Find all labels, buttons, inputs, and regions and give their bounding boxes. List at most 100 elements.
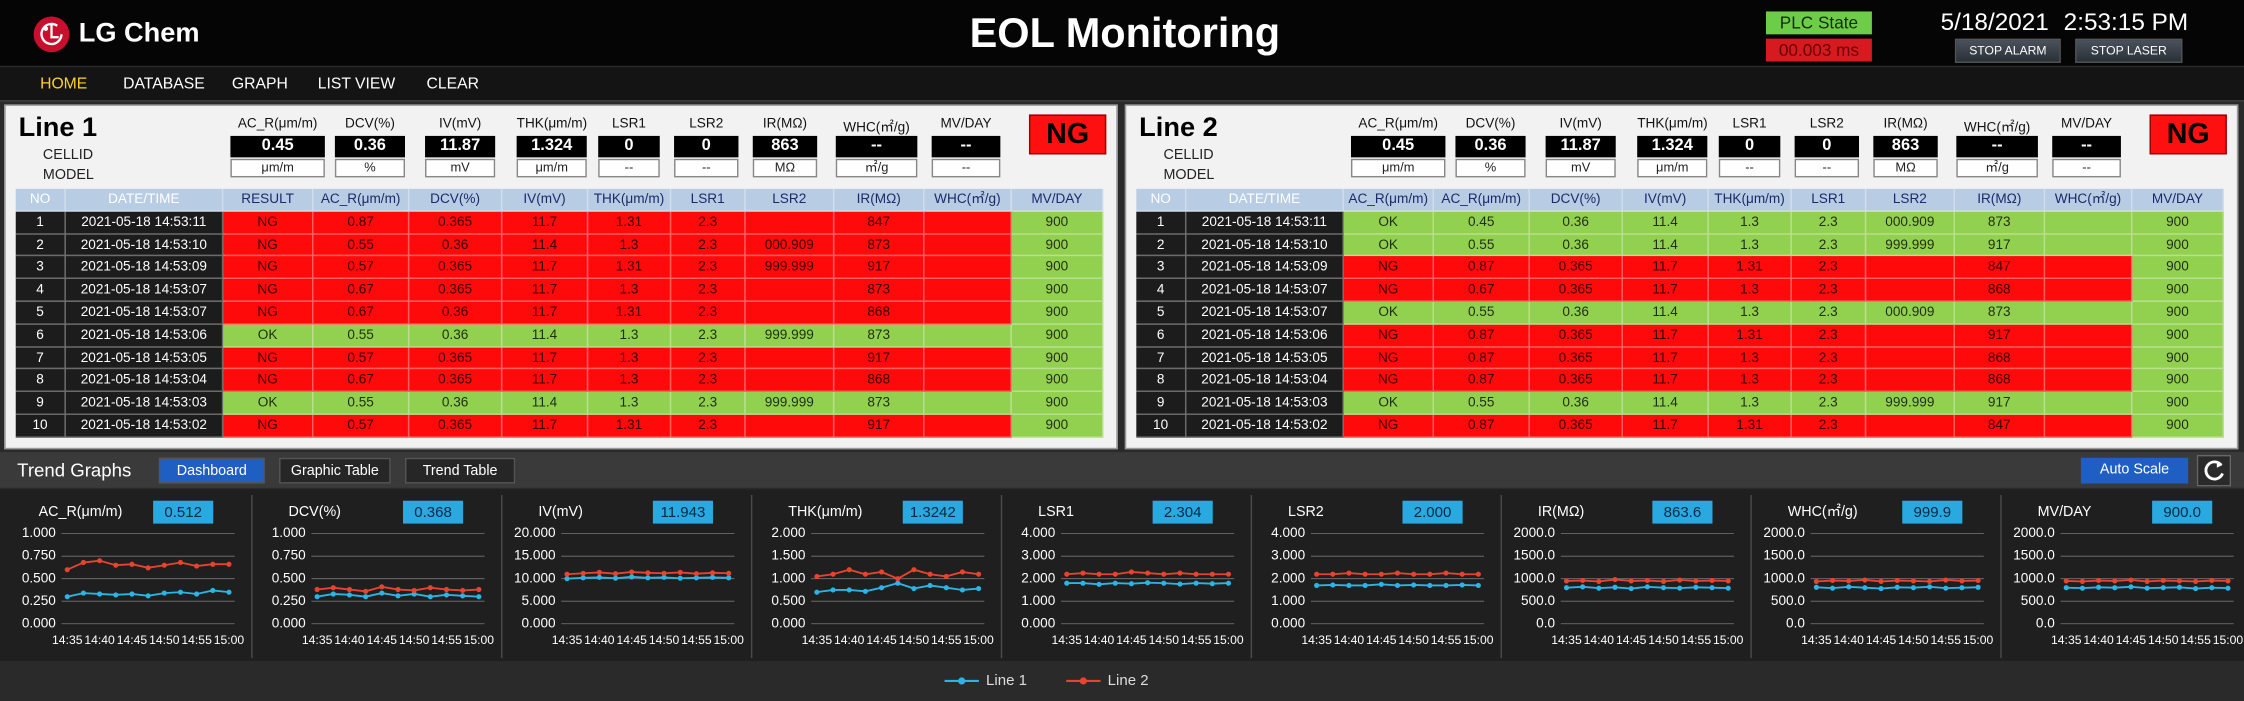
y-tick-label: 4.000 bbox=[1021, 525, 1055, 540]
nav-item[interactable]: CLEAR bbox=[426, 75, 479, 93]
series-point bbox=[726, 575, 732, 581]
series-point bbox=[1612, 577, 1618, 583]
table-cell: 2.3 bbox=[1791, 301, 1867, 325]
x-tick-label: 14:35 bbox=[1551, 633, 1582, 647]
series-point bbox=[1314, 582, 1320, 589]
table-cell: 999.999 bbox=[745, 392, 835, 415]
table-cell: 0.36 bbox=[1529, 211, 1623, 235]
chart-title: WHC(㎡/g) bbox=[1788, 503, 1858, 520]
table-cell: 0.36 bbox=[409, 324, 503, 348]
table-cell: 1.3 bbox=[588, 347, 672, 370]
series-point bbox=[64, 594, 70, 600]
y-tick-label: 1000.0 bbox=[1514, 570, 1556, 585]
table-cell: 2.3 bbox=[1791, 324, 1867, 348]
series-point bbox=[476, 594, 482, 600]
table-cell: 0.55 bbox=[1433, 392, 1530, 415]
table-cell: 873 bbox=[834, 392, 925, 415]
series-point bbox=[677, 575, 683, 581]
series-point bbox=[2128, 584, 2134, 590]
series-point bbox=[1475, 582, 1481, 589]
table-cell: 11.4 bbox=[502, 234, 589, 257]
nav-item[interactable]: DATABASE bbox=[123, 75, 205, 93]
table-cell: 900 bbox=[2132, 324, 2224, 348]
table-cell: 11.4 bbox=[502, 392, 589, 415]
table-cell: 2021-05-18 14:53:10 bbox=[65, 234, 224, 257]
table-cell: OK bbox=[1343, 392, 1434, 415]
summary-label: AC_R(μm/m) bbox=[1358, 115, 1438, 132]
trend-tab[interactable]: Trend Table bbox=[405, 457, 516, 484]
table-cell: 900 bbox=[1011, 279, 1104, 302]
series-point bbox=[596, 574, 602, 580]
series-point bbox=[210, 587, 216, 593]
nav-item[interactable]: GRAPH bbox=[231, 75, 288, 93]
logo-icon bbox=[33, 16, 70, 53]
x-tick-label: 14:50 bbox=[1398, 633, 1429, 647]
stop-laser-button[interactable]: STOP LASER bbox=[2075, 38, 2183, 63]
summary-label: MV/DAY bbox=[940, 115, 992, 132]
table-header: MV/DAY bbox=[1011, 188, 1104, 212]
table-cell: NG bbox=[1343, 414, 1434, 438]
table-cell bbox=[924, 324, 1012, 348]
current-value: 11.943 bbox=[661, 504, 706, 521]
summary-label: IV(mV) bbox=[438, 115, 482, 132]
y-tick-label: 0.750 bbox=[22, 548, 56, 563]
series-point bbox=[2176, 578, 2183, 584]
summary-value: -- bbox=[2052, 135, 2121, 158]
x-tick-label: 14:40 bbox=[1334, 633, 1365, 647]
table-cell bbox=[924, 347, 1012, 370]
summary-unit: μm/m bbox=[230, 158, 325, 178]
table-cell: 2.3 bbox=[671, 234, 746, 257]
series-point bbox=[1813, 578, 1819, 584]
series-point bbox=[709, 574, 716, 580]
series-point bbox=[878, 585, 885, 591]
nav-item[interactable]: HOME bbox=[40, 75, 88, 93]
series-point bbox=[1878, 578, 1884, 584]
table-cell: 900 bbox=[1011, 414, 1104, 438]
series-point bbox=[1612, 584, 1618, 590]
table-cell: 2.3 bbox=[671, 279, 746, 302]
series-point bbox=[346, 592, 353, 598]
y-tick-label: 500.0 bbox=[2021, 593, 2055, 608]
trend-tab[interactable]: Graphic Table bbox=[279, 457, 391, 484]
current-value-box bbox=[1652, 500, 1713, 524]
table-header: NO bbox=[1136, 188, 1187, 212]
refresh-button[interactable] bbox=[2196, 454, 2232, 487]
summary-label: LSR2 bbox=[689, 115, 724, 132]
table-cell: 1.3 bbox=[1708, 392, 1792, 415]
series-point bbox=[1596, 578, 1602, 584]
nav-item[interactable]: LIST VIEW bbox=[317, 75, 396, 93]
table-cell: 2.3 bbox=[671, 392, 746, 415]
table-cell bbox=[924, 301, 1012, 325]
summary-value: -- bbox=[931, 135, 1001, 158]
chart-title: AC_R(μm/m) bbox=[39, 504, 123, 520]
clock: 2:53:15 PM bbox=[2063, 8, 2189, 36]
series-point bbox=[1330, 571, 1336, 577]
series-point bbox=[1443, 570, 1449, 576]
status-badge: NG bbox=[1028, 114, 1107, 155]
table-cell: 900 bbox=[2132, 369, 2224, 393]
series-point bbox=[1145, 570, 1151, 576]
current-value: 2.304 bbox=[1164, 504, 1202, 521]
table-cell: 0.365 bbox=[409, 211, 503, 235]
table-cell: 11.7 bbox=[502, 414, 589, 438]
stop-alarm-button[interactable]: STOP ALARM bbox=[1954, 38, 2061, 63]
table-cell: 999.999 bbox=[1866, 392, 1955, 415]
table-cell bbox=[2045, 347, 2133, 370]
table-cell: 2021-05-18 14:53:11 bbox=[65, 211, 224, 235]
table-cell: 2.3 bbox=[1791, 211, 1867, 235]
x-tick-label: 15:00 bbox=[1213, 633, 1244, 647]
auto-scale-button[interactable]: Auto Scale bbox=[2080, 457, 2189, 484]
plc-state: PLC State bbox=[1766, 11, 1872, 35]
y-tick-label: 4.000 bbox=[1271, 525, 1305, 540]
table-cell: 0.57 bbox=[313, 256, 410, 280]
table-cell: 1.3 bbox=[1708, 234, 1792, 257]
trend-tab[interactable]: Dashboard bbox=[158, 457, 265, 484]
series-point bbox=[1709, 577, 1715, 584]
table-cell: 2.3 bbox=[1791, 392, 1867, 415]
table-cell bbox=[924, 234, 1012, 257]
series-point bbox=[1660, 578, 1667, 584]
current-value-box bbox=[1902, 500, 1963, 524]
series-point bbox=[580, 570, 586, 576]
x-tick-label: 14:55 bbox=[1181, 633, 1212, 647]
